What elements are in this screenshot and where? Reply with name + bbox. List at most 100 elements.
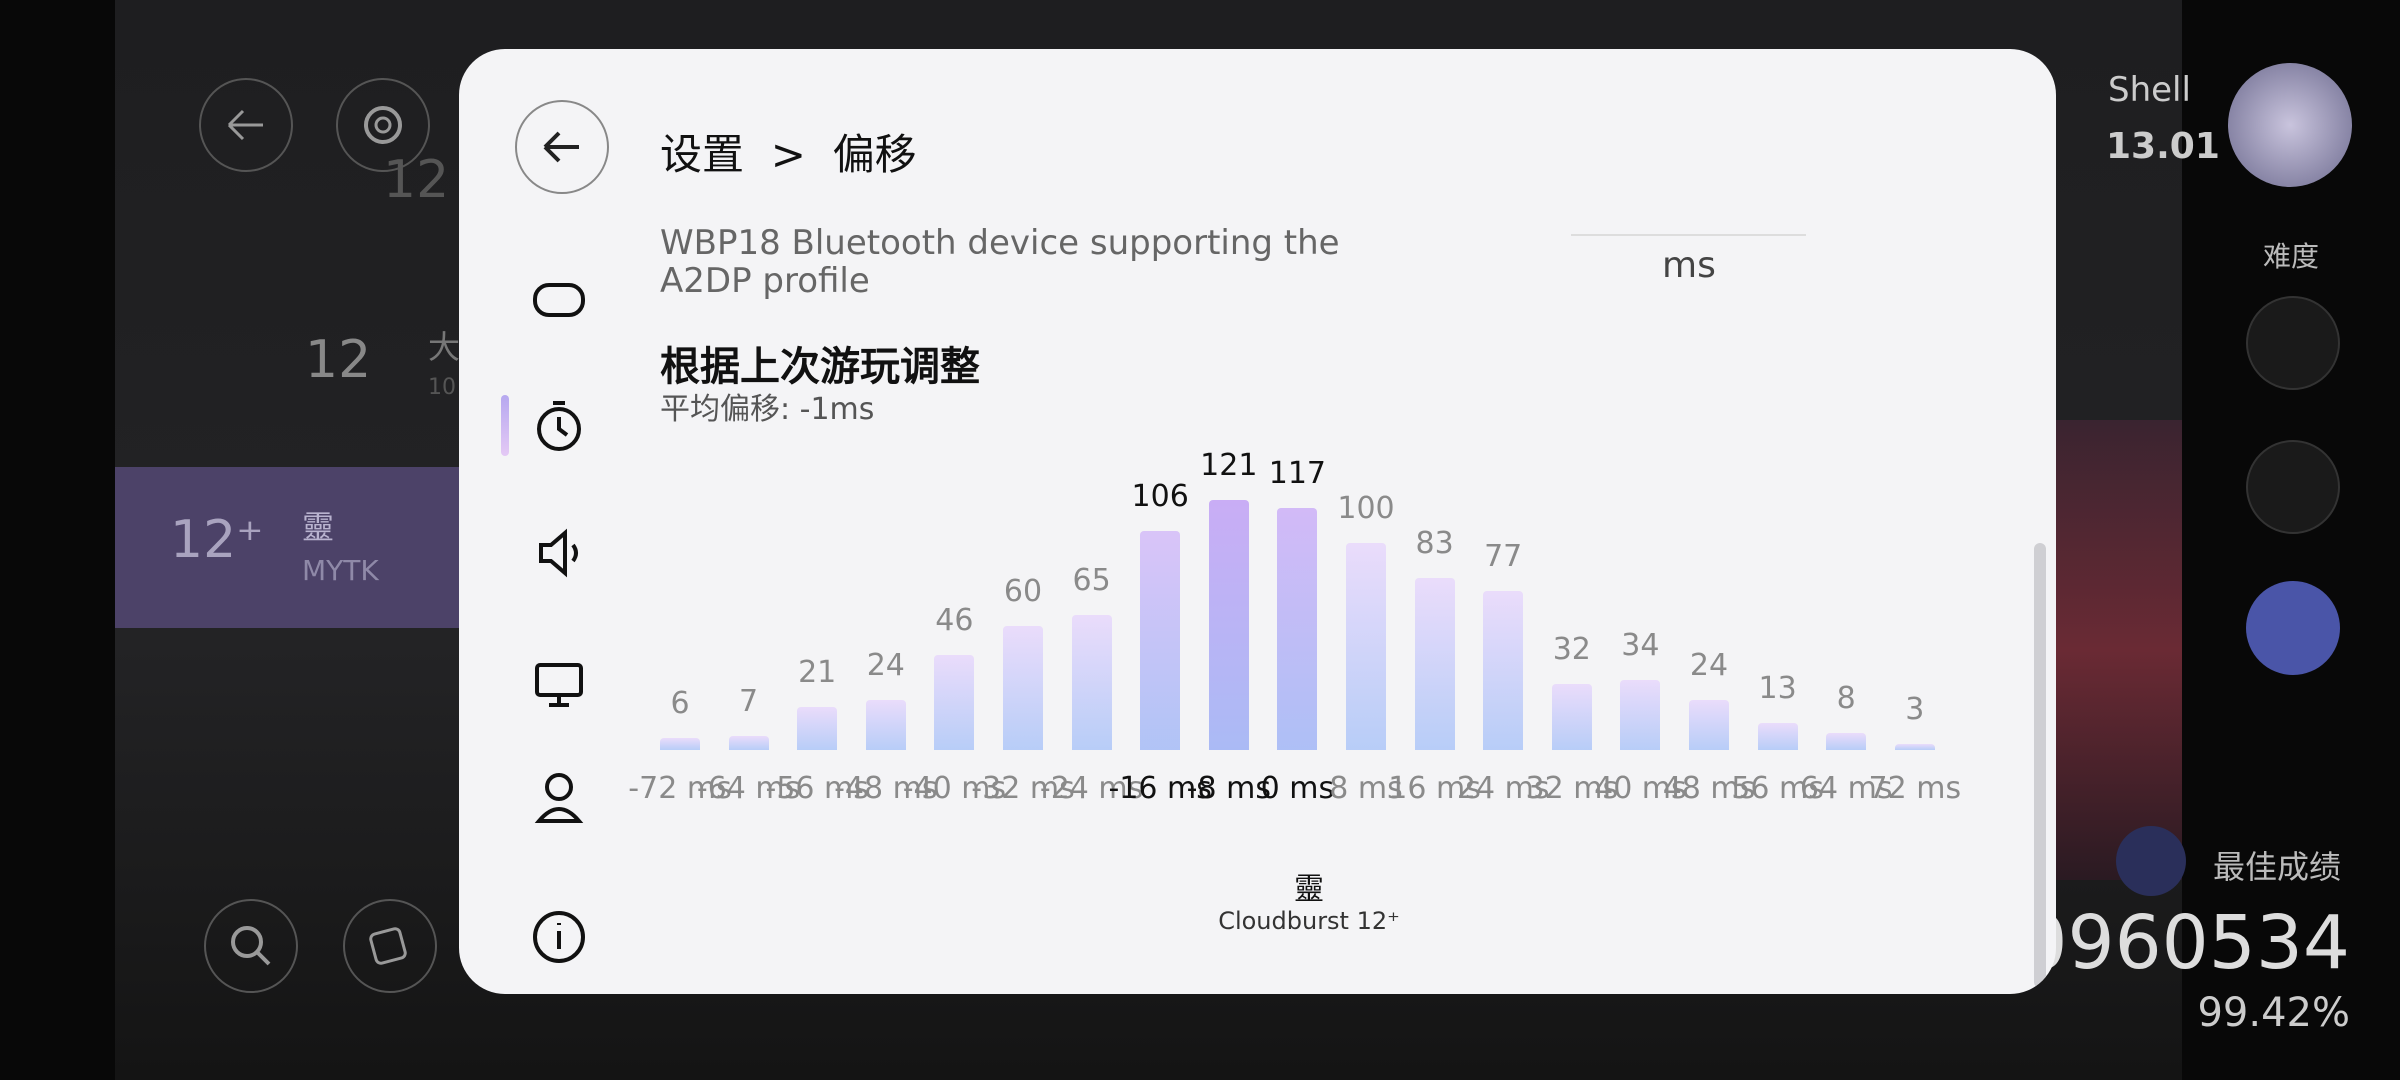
value-label: 24 [866,648,905,684]
scrollbar[interactable] [2034,543,2046,988]
bar [1208,499,1249,750]
section-title: 根据上次游玩调整 [660,344,980,390]
back-button[interactable] [199,78,293,172]
best-icon [2116,826,2186,896]
bar [865,700,906,750]
value-label: 60 [1003,573,1043,609]
value-label: 65 [1072,563,1111,599]
sidebar [533,283,585,963]
x-tick-label: 64 ms [1799,771,1893,806]
bar [660,737,700,750]
value-label: 13 [1758,671,1797,707]
settings-button[interactable] [336,78,430,172]
selected-row[interactable] [115,467,459,628]
level: 12 [383,150,450,210]
x-tick-label: -32 ms [971,771,1075,806]
song-sub: 10 [428,375,456,400]
rating: 13.01 [2106,126,2220,167]
random-button[interactable] [343,899,437,993]
x-tick-label: 0 ms [1260,771,1335,806]
bar [934,654,975,750]
bar [1551,683,1592,750]
search-button[interactable] [204,899,298,993]
player-name: Shell [2108,70,2191,110]
x-tick-label: -40 ms [902,771,1007,806]
song-title: 靈 [1294,872,1324,907]
x-tick-label: 40 ms [1594,771,1687,806]
input-line [1571,234,1806,236]
cover-art [2056,420,2182,880]
value-label: 100 [1337,491,1395,526]
value-label: 34 [1621,627,1660,663]
x-tick-label: -48 ms [834,771,938,806]
difficulty-button[interactable] [2246,440,2340,534]
x-tick-label: -16 ms [1108,771,1212,806]
bar [1277,507,1318,750]
bar [1757,723,1798,750]
bar [1003,625,1043,750]
gamepad-icon[interactable] [533,283,585,317]
sound-icon[interactable] [539,528,578,578]
song-title: 靈 [302,508,335,546]
x-tick-label: -64 ms [696,771,801,806]
x-tick-label: 32 ms [1525,771,1619,806]
bar [1826,733,1867,750]
info-icon[interactable] [533,911,585,963]
level: 12 [305,330,372,390]
device-name: WBP18 Bluetooth device supporting the A2… [660,223,1340,301]
unit: ms [1662,245,1716,286]
average-offset: 平均偏移: -1ms [660,392,875,427]
timer-icon[interactable] [537,407,581,451]
value-label: 21 [798,654,837,690]
value-label: 7 [739,683,759,719]
value-label: 83 [1415,526,1454,562]
x-tick-label: -72 ms [628,771,732,806]
value-label: 8 [1836,681,1856,717]
song-subtitle: Cloudburst 12⁺ [1218,907,1400,935]
x-tick-label: 72 ms [1868,771,1962,806]
breadcrumb: 设置 > 偏移 [660,121,917,182]
artist: MYTK [302,554,379,587]
value-label: 3 [1905,691,1925,727]
active-indicator [501,395,509,456]
x-tick-label: 56 ms [1731,771,1824,806]
crumb: 偏移 [832,130,917,179]
x-tick-label: 16 ms [1388,771,1481,806]
crumb-sep: > [770,130,806,179]
bar [1689,700,1729,750]
x-tick-label: -56 ms [765,771,869,806]
difficulty-button[interactable] [2246,296,2340,390]
score: 0960534 [2020,900,2350,986]
x-tick-label: -8 ms [1186,771,1271,806]
value-label: 121 [1200,447,1258,483]
bar [1346,543,1386,750]
dialog-back[interactable] [515,100,609,194]
bar [728,735,769,750]
bar [1071,615,1112,750]
x-tick-label: -24 ms [1039,771,1144,806]
difficulty-label: 难度 [2263,240,2320,273]
value-label: 106 [1131,478,1189,514]
value-label: 77 [1484,538,1523,574]
bar [1483,590,1524,750]
value-label: 117 [1268,455,1327,491]
offset-histogram: 6 -72 ms 7 -64 ms 21 -56 ms 24 -48 ms 46 -40 ms 60… [459,49,2056,994]
difficulty-button[interactable] [2246,581,2340,675]
account-icon[interactable] [545,773,573,801]
x-tick-label: 24 ms [1456,771,1550,806]
x-tick-label: 8 ms [1329,771,1403,806]
bar [1140,530,1181,750]
settings-dialog: 设置 > 偏移 WBP18 Bluetooth device supportin… [459,49,2056,994]
value-label: 6 [670,685,690,721]
bar [797,706,838,750]
bar [1414,578,1455,750]
bar [1620,679,1661,750]
accuracy: 99.42% [2197,990,2350,1036]
bar [1894,743,1935,750]
song-title: 大 [428,328,461,366]
value-label: 46 [935,602,974,638]
avatar[interactable] [2228,63,2352,187]
best-label: 最佳成绩 [2213,848,2342,886]
value-label: 32 [1552,631,1591,667]
